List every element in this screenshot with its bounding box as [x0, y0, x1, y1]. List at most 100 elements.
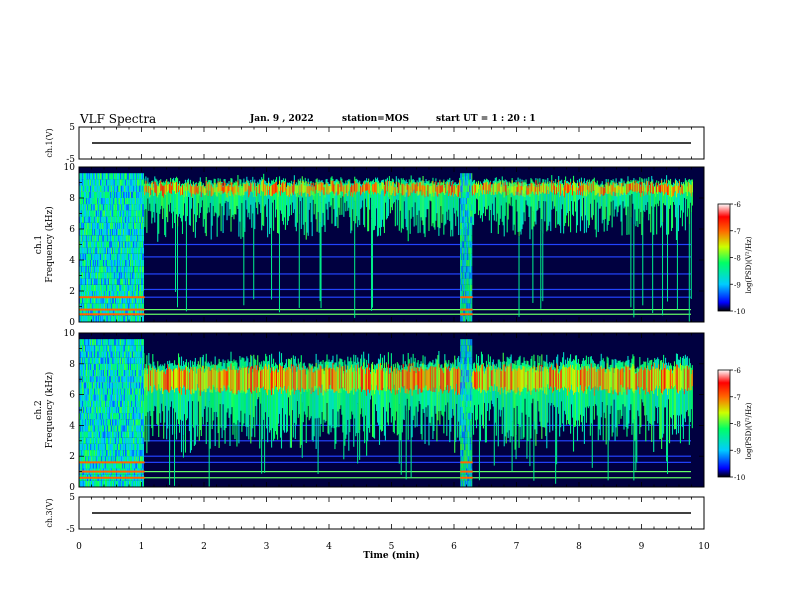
emission-column: [503, 361, 505, 447]
emission-core: [505, 184, 507, 196]
broadband-cell: [467, 315, 469, 322]
emission-column: [524, 182, 526, 222]
emission-core: [404, 185, 406, 197]
broadband-cell: [111, 272, 112, 279]
broadband-cell: [460, 272, 462, 279]
emission-column: [562, 357, 564, 424]
sferic-spike: [177, 226, 179, 308]
broadband-cell: [117, 253, 118, 260]
broadband-cell: [121, 284, 122, 291]
emission-core: [311, 187, 313, 196]
broadband-cell: [131, 179, 132, 186]
emission-column: [669, 178, 672, 206]
emission-column: [521, 179, 523, 230]
emission-core: [296, 185, 298, 194]
emission-core: [275, 182, 277, 193]
broadband-cell: [124, 315, 125, 322]
emission-core: [432, 180, 434, 193]
y-axis-label: ch.1(V): [45, 128, 54, 157]
emission-column: [608, 367, 610, 441]
broadband-cell: [123, 309, 124, 316]
broadband-cell: [113, 284, 114, 291]
broadband-cell: [86, 260, 87, 267]
broadband-cell: [82, 185, 83, 192]
broadband-cell: [89, 297, 90, 304]
broadband-cell: [87, 388, 88, 395]
emission-column: [471, 369, 474, 414]
broadband-cell: [85, 437, 86, 444]
broadband-cell: [99, 241, 100, 248]
emission-core: [196, 368, 198, 385]
emission-column: [474, 183, 477, 214]
emission-column: [422, 176, 424, 226]
emission-column: [283, 180, 286, 218]
emission-core: [422, 180, 424, 192]
broadband-cell: [123, 235, 124, 242]
emission-column: [280, 353, 283, 449]
broadband-cell: [118, 247, 119, 254]
emission-core: [562, 183, 564, 191]
emission-column: [282, 368, 285, 431]
broadband-cell: [81, 425, 82, 432]
emission-core: [674, 369, 677, 385]
broadband-cell: [88, 382, 89, 389]
emission-core: [214, 183, 216, 193]
broadband-cell: [465, 315, 467, 322]
broadband-cell: [99, 216, 100, 223]
emission-column: [230, 178, 232, 232]
broadband-cell: [100, 297, 101, 304]
broadband-cell: [82, 462, 83, 469]
broadband-cell: [103, 210, 104, 217]
broadband-cell: [88, 437, 89, 444]
broadband-cell: [86, 437, 87, 444]
broadband-cell: [130, 260, 131, 267]
emission-column: [338, 181, 340, 208]
broadband-cell: [86, 339, 87, 346]
broadband-cell: [134, 185, 135, 192]
broadband-cell: [117, 185, 118, 192]
emission-column: [343, 183, 345, 217]
broadband-cell: [133, 185, 134, 192]
emission-core: [453, 186, 455, 197]
emission-core: [589, 183, 591, 192]
sferic-spike: [185, 221, 187, 312]
emission-core: [403, 184, 405, 195]
broadband-cell: [122, 229, 123, 236]
broadband-cell: [113, 297, 114, 304]
broadband-cell: [127, 284, 128, 291]
emission-column: [185, 182, 188, 222]
broadband-cell: [130, 247, 131, 254]
broadband-cell: [122, 191, 123, 198]
broadband-cell: [125, 247, 126, 254]
broadband-cell: [90, 247, 91, 254]
broadband-cell: [95, 198, 96, 205]
emission-core: [598, 186, 600, 197]
broadband-cell: [470, 272, 472, 279]
emission-core: [249, 186, 251, 196]
emission-column: [315, 179, 317, 220]
emission-core: [565, 367, 567, 389]
broadband-cell: [82, 247, 83, 254]
broadband-cell: [464, 204, 466, 211]
broadband-cell: [137, 291, 138, 298]
broadband-cell: [120, 291, 121, 298]
emission-column: [379, 182, 382, 236]
emission-core: [557, 185, 559, 193]
emission-core: [219, 181, 221, 191]
broadband-cell: [104, 284, 105, 291]
emission-column: [611, 359, 613, 437]
broadband-cell: [462, 272, 464, 279]
broadband-cell: [100, 315, 101, 322]
broadband-cell: [91, 388, 92, 395]
broadband-cell: [471, 284, 473, 291]
broadband-cell: [85, 357, 86, 364]
emission-column: [317, 359, 319, 454]
emission-column: [660, 360, 662, 439]
emission-column: [542, 179, 544, 234]
broadband-cell: [109, 204, 110, 211]
broadband-cell: [138, 291, 139, 298]
broadband-cell: [83, 241, 84, 248]
broadband-cell: [110, 191, 111, 198]
broadband-cell: [86, 351, 87, 358]
emission-core: [672, 370, 675, 388]
